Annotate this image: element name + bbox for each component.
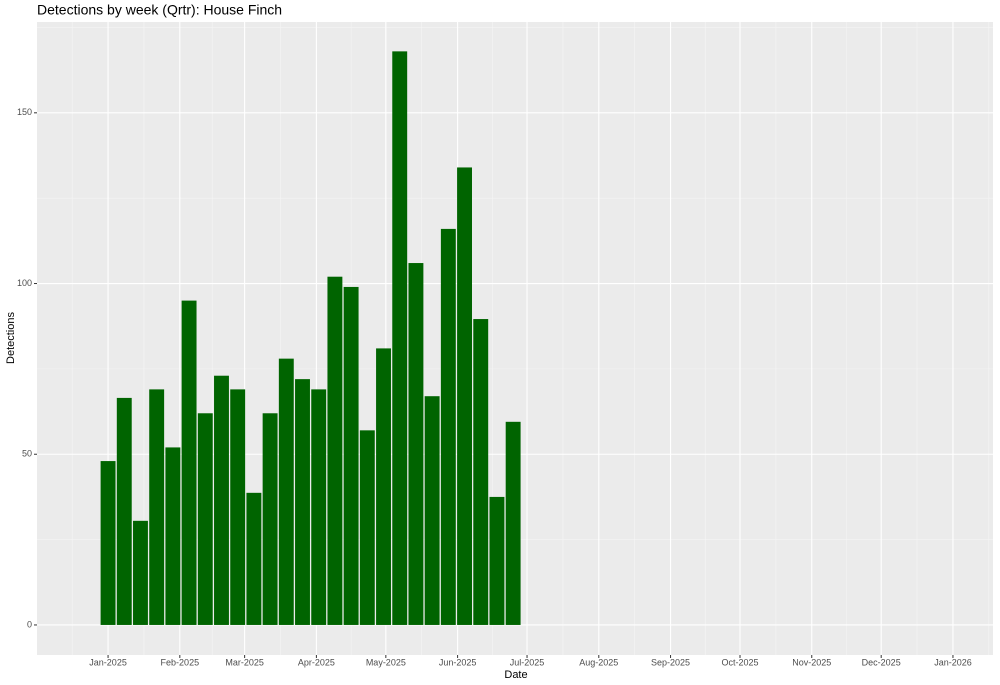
bar xyxy=(181,300,197,625)
y-axis-title: Detections xyxy=(5,312,17,364)
x-tick-label: Mar-2025 xyxy=(225,657,264,667)
x-tick-label: Jan-2025 xyxy=(89,657,127,667)
x-tick-label: Jun-2025 xyxy=(439,657,477,667)
bar xyxy=(424,396,440,625)
bar xyxy=(440,228,456,625)
bar xyxy=(408,263,424,625)
bar xyxy=(230,389,246,625)
bar xyxy=(278,358,294,625)
bar xyxy=(489,496,505,625)
bar xyxy=(343,286,359,625)
bar xyxy=(214,375,229,625)
bar xyxy=(392,51,408,625)
bar xyxy=(457,167,472,625)
x-tick-label: Sep-2025 xyxy=(651,657,690,667)
bar xyxy=(376,348,391,625)
bar xyxy=(133,520,148,625)
x-tick-label: Jul-2025 xyxy=(510,657,545,667)
x-tick-label: Aug-2025 xyxy=(579,657,618,667)
bar xyxy=(505,421,521,625)
bar xyxy=(327,276,343,625)
bar xyxy=(473,319,489,625)
x-tick-label: Feb-2025 xyxy=(161,657,200,667)
x-tick-label: Dec-2025 xyxy=(862,657,901,667)
bar xyxy=(295,379,310,625)
chart-title: Detections by week (Qrtr): House Finch xyxy=(37,2,282,18)
x-tick-label: May-2025 xyxy=(366,657,406,667)
bar xyxy=(116,397,132,625)
bar xyxy=(100,461,116,625)
x-axis-title: Date xyxy=(504,669,527,681)
bar xyxy=(165,447,181,625)
x-tick-label: Oct-2025 xyxy=(721,657,758,667)
y-tick-label: 50 xyxy=(22,449,32,459)
x-tick-label: Jan-2026 xyxy=(934,657,972,667)
y-tick-label: 0 xyxy=(27,619,32,629)
bar xyxy=(246,492,262,625)
x-tick-label: Apr-2025 xyxy=(298,657,335,667)
y-tick-label: 150 xyxy=(17,107,32,117)
bar xyxy=(197,413,213,625)
bar xyxy=(359,430,375,625)
y-tick-label: 100 xyxy=(17,278,32,288)
x-tick-label: Nov-2025 xyxy=(792,657,831,667)
bar xyxy=(262,413,278,625)
bar xyxy=(149,389,165,625)
bar xyxy=(311,389,327,625)
